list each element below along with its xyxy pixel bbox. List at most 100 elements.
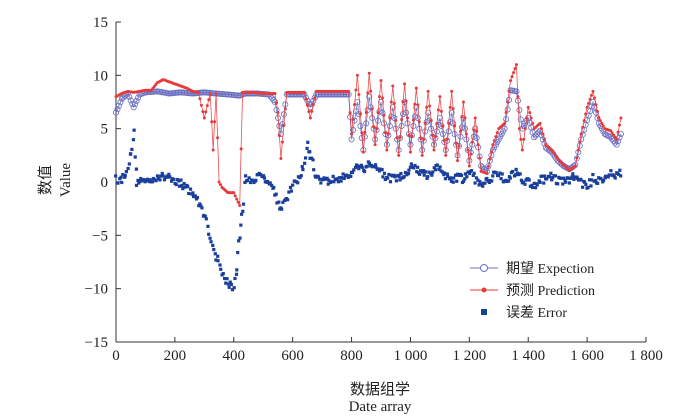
expectation-point — [311, 94, 318, 101]
error-point — [186, 185, 190, 189]
prediction-point — [420, 153, 424, 157]
error-point — [227, 285, 231, 289]
prediction-point — [414, 86, 418, 90]
error-point — [230, 288, 235, 292]
prediction-point — [510, 75, 514, 79]
error-point — [416, 165, 420, 169]
error-point — [499, 177, 503, 181]
error-point — [357, 167, 361, 171]
expectation-point — [276, 123, 283, 130]
expectation-point — [126, 93, 133, 100]
error-point — [535, 183, 539, 187]
prediction-point — [310, 109, 314, 113]
error-point — [166, 175, 170, 179]
error-point — [408, 165, 412, 169]
prediction-point — [538, 121, 542, 125]
error-point — [549, 171, 553, 175]
expectation-point — [367, 104, 374, 111]
error-point — [465, 175, 469, 179]
prediction-point — [351, 117, 355, 121]
prediction-point — [456, 159, 460, 163]
error-point — [573, 175, 577, 179]
prediction-point — [411, 118, 415, 122]
prediction-point — [375, 127, 379, 131]
error-point — [214, 258, 218, 262]
expectation-point — [357, 123, 364, 130]
prediction-point — [489, 150, 493, 154]
prediction-point — [276, 111, 280, 115]
prediction-point — [516, 95, 520, 99]
error-point — [463, 172, 468, 176]
prediction-point — [236, 200, 240, 204]
error-point — [607, 173, 611, 177]
prediction-point — [523, 127, 527, 131]
expectation-point — [280, 111, 287, 118]
error-point — [437, 167, 441, 171]
x-tick-label: 1 000 — [394, 348, 428, 364]
prediction-point — [609, 129, 613, 133]
error-point — [451, 180, 455, 184]
prediction-point — [376, 111, 380, 115]
error-point — [559, 176, 563, 180]
error-point — [228, 280, 232, 284]
prediction-point — [506, 100, 510, 104]
expectation-point — [563, 164, 570, 171]
error-point — [128, 152, 133, 156]
prediction-point — [585, 105, 589, 109]
expectation-point — [129, 100, 136, 107]
expectation-point — [445, 128, 452, 135]
error-point — [399, 172, 403, 176]
prediction-point — [423, 121, 427, 125]
error-point — [359, 163, 363, 167]
prediction-point — [386, 132, 390, 136]
prediction-point — [370, 107, 374, 111]
error-point — [412, 166, 416, 170]
error-point — [353, 165, 358, 170]
error-point — [168, 175, 172, 179]
error-point — [213, 252, 217, 256]
error-point — [542, 181, 546, 185]
error-point — [431, 170, 435, 174]
error-point — [473, 181, 477, 185]
error-point — [481, 184, 485, 188]
x-axis-label-cn: 数据组学 — [350, 381, 410, 398]
error-point — [262, 174, 266, 178]
error-point — [134, 167, 138, 171]
prediction-point — [305, 103, 309, 107]
error-point — [156, 177, 160, 181]
error-point — [521, 180, 525, 184]
prediction-point — [398, 135, 402, 139]
prediction-point — [379, 79, 383, 83]
error-point — [571, 172, 575, 176]
expectation-point — [485, 162, 492, 169]
error-point — [570, 175, 574, 179]
prediction-point — [401, 100, 405, 104]
error-point — [394, 179, 399, 183]
error-point — [422, 173, 426, 177]
prediction-point — [364, 111, 368, 115]
prediction-point — [467, 164, 471, 168]
error-point — [316, 175, 321, 179]
expectation-point — [350, 127, 357, 134]
prediction-point — [394, 119, 398, 123]
error-point — [440, 170, 445, 174]
prediction-point — [378, 95, 382, 99]
error-point — [270, 183, 274, 187]
prediction-point — [441, 124, 445, 128]
error-point — [289, 189, 294, 193]
error-point — [208, 236, 212, 240]
prediction-point — [588, 97, 592, 101]
expectation-point — [451, 130, 458, 137]
error-point — [479, 183, 483, 187]
prediction-point — [447, 121, 451, 125]
prediction-point — [541, 132, 545, 136]
prediction-point — [522, 137, 526, 141]
error-point — [609, 169, 613, 173]
error-point — [612, 174, 616, 178]
prediction-point — [619, 116, 623, 120]
expectation-point — [601, 130, 608, 137]
series-layer — [113, 63, 624, 292]
error-point — [301, 167, 305, 172]
error-point — [561, 176, 566, 180]
error-point — [455, 179, 459, 183]
